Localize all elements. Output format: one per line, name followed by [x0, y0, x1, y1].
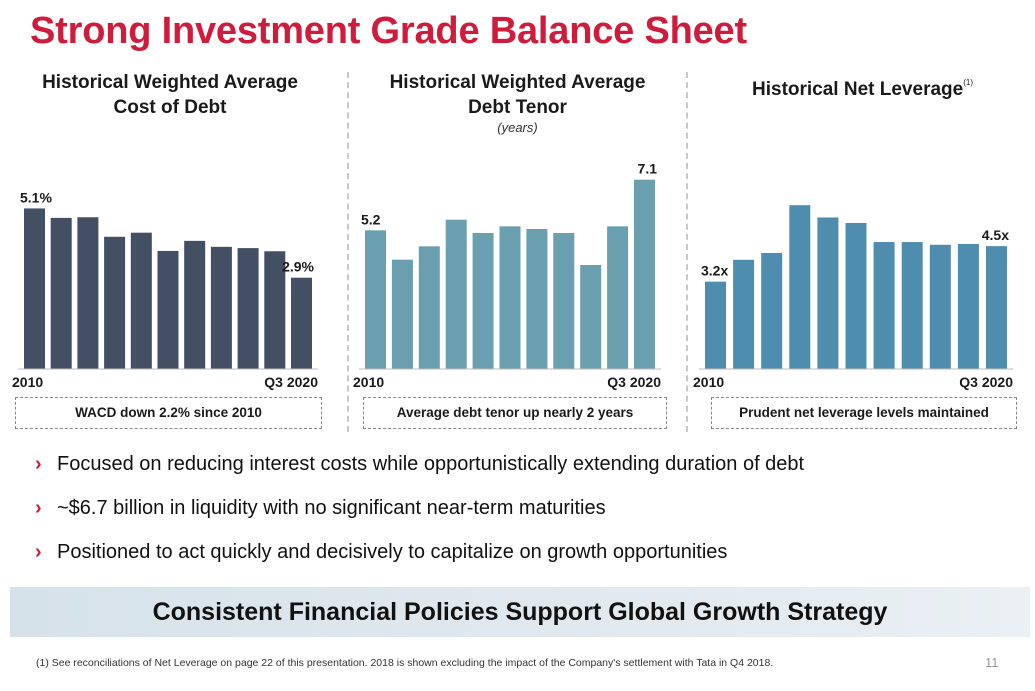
page-number: 11	[985, 655, 999, 670]
panel-2-unit: (years)	[497, 120, 538, 135]
panel-3-title-text: Historical Net Leverage	[752, 79, 964, 100]
bar	[418, 246, 440, 369]
callout-wacd: WACD down 2.2% since 2010	[15, 397, 322, 429]
bar	[957, 243, 979, 369]
data-label-last: 7.1	[638, 161, 658, 177]
bar	[929, 244, 951, 369]
panel-1-title-line1: Historical Weighted Average	[42, 72, 298, 93]
bar	[445, 219, 467, 369]
bar	[50, 217, 72, 369]
panel-3-footnote-marker: (1)	[963, 78, 973, 87]
bullet-item: › Positioned to act quickly and decisivel…	[35, 541, 727, 564]
chart-cost-of-debt: 5.1% 2.9% 2010 Q3 2020	[12, 189, 318, 390]
bar	[237, 248, 259, 369]
bar	[901, 242, 923, 369]
data-label-last: 4.5x	[982, 227, 1009, 243]
bar	[365, 230, 386, 369]
bar	[789, 205, 811, 369]
x-tick-label-end: Q3 2020	[959, 374, 1013, 390]
chart-net-leverage: 3.2x 4.5x 2010 Q3 2020	[693, 205, 1013, 390]
callout-debt-tenor: Average debt tenor up nearly 2 years	[363, 397, 667, 429]
x-tick-label-start: 2010	[693, 374, 724, 390]
bar	[210, 246, 232, 369]
chart-debt-tenor: 5.2 7.1 2010 Q3 2020	[353, 161, 661, 390]
data-label-first: 5.1%	[20, 189, 52, 205]
bar	[553, 233, 575, 369]
callout-net-leverage: Prudent net leverage levels maintained	[711, 397, 1017, 429]
chevron-right-icon: ›	[35, 453, 42, 475]
bar	[845, 222, 867, 369]
bar	[77, 217, 99, 369]
x-tick-label-start: 2010	[12, 374, 43, 390]
panel-3-title: Historical Net Leverage(1)	[695, 70, 1030, 102]
bar	[391, 259, 413, 369]
x-tick-label-end: Q3 2020	[264, 374, 318, 390]
bar	[817, 217, 839, 369]
panel-1-title: Historical Weighted Average Cost of Debt	[10, 70, 330, 120]
bar	[184, 240, 206, 369]
panel-2-title-line1: Historical Weighted Average	[389, 72, 646, 93]
bullet-text: Focused on reducing interest costs while…	[57, 453, 805, 475]
page-title: Strong Investment Grade Balance Sheet	[30, 10, 747, 52]
divider-2	[686, 72, 688, 432]
footnote: (1) See reconciliations of Net Leverage …	[36, 657, 774, 669]
bar	[499, 226, 521, 369]
bar	[986, 246, 1007, 369]
bullet-item: › ~$6.7 billion in liquidity with no sign…	[35, 497, 606, 520]
bar	[104, 236, 126, 369]
x-tick-label-start: 2010	[353, 374, 384, 390]
bar	[705, 281, 726, 369]
data-label-last: 2.9%	[282, 259, 314, 275]
panel-2-title: Historical Weighted Average Debt Tenor	[355, 70, 680, 120]
bar	[873, 242, 895, 369]
x-tick-label-end: Q3 2020	[607, 374, 661, 390]
bar	[157, 250, 179, 369]
bar	[24, 208, 45, 369]
bar	[130, 232, 152, 369]
bullet-text: Positioned to act quickly and decisively…	[57, 541, 728, 563]
bar	[580, 265, 602, 369]
bar	[733, 259, 755, 369]
bar	[607, 226, 629, 369]
bar	[761, 252, 783, 369]
banner: Consistent Financial Policies Support Gl…	[10, 587, 1030, 637]
divider-1	[347, 72, 349, 432]
panel-2-title-line2: Debt Tenor	[468, 97, 567, 118]
chevron-right-icon: ›	[35, 541, 42, 563]
bar	[526, 229, 548, 369]
data-label-first: 3.2x	[701, 263, 728, 279]
data-label-first: 5.2	[361, 211, 381, 227]
bar	[264, 251, 286, 369]
bar	[634, 179, 655, 369]
bullet-text: ~$6.7 billion in liquidity with no signi…	[57, 497, 606, 519]
bullet-item: › Focused on reducing interest costs whil…	[35, 453, 804, 476]
banner-text: Consistent Financial Policies Support Gl…	[152, 598, 888, 626]
chevron-right-icon: ›	[35, 497, 42, 519]
panel-1-title-line2: Cost of Debt	[113, 97, 227, 118]
bar	[472, 233, 494, 369]
bar	[291, 277, 312, 369]
